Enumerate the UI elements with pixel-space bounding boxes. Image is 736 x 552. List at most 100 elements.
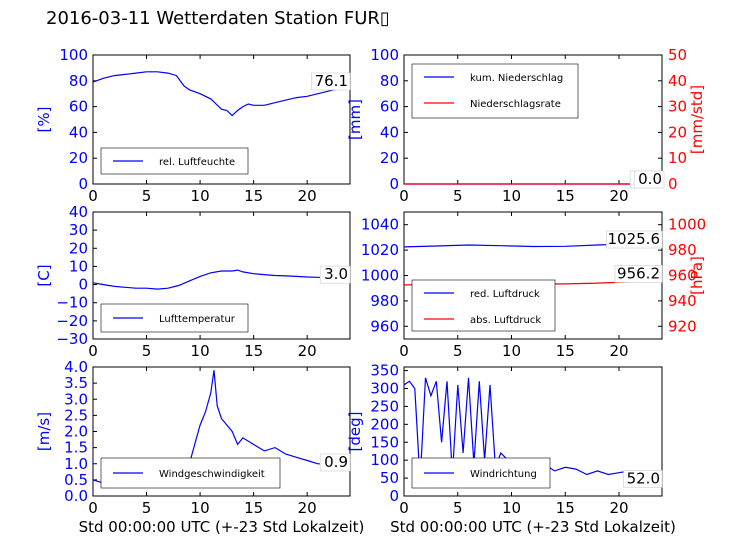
windspeed-ytick-label: 4.0 <box>64 358 88 376</box>
windspeed-xtick-label: 15 <box>244 499 263 517</box>
temperature-ylabel: [C] <box>35 264 53 286</box>
humidity-ytick-label: 100 <box>59 46 88 64</box>
temperature-xtick-label: 20 <box>298 342 317 360</box>
windspeed-xtick-label: 0 <box>88 499 98 517</box>
pressure-ytick-label: 980 <box>370 292 399 310</box>
winddir-ytick-label: 100 <box>370 451 399 469</box>
precip-ytick-label: 60 <box>380 98 399 116</box>
pressure-y2tick-label: 1000 <box>668 216 706 234</box>
windspeed-value-box-0 <box>319 453 351 472</box>
humidity-xtick-label: 5 <box>142 187 152 205</box>
pressure-xtick-label: 20 <box>609 342 628 360</box>
windspeed-xtick-label: 5 <box>142 499 152 517</box>
humidity-xtick-label: 0 <box>88 187 98 205</box>
pressure-value-box-1 <box>614 265 663 283</box>
temperature-legend-label: Lufttemperatur <box>159 314 236 325</box>
winddir-ytick-label: 250 <box>370 397 399 415</box>
windspeed-xtick-label: 20 <box>298 499 317 517</box>
pressure-y2tick-label: 960 <box>668 267 697 285</box>
precip-legend-label: kum. Niederschlag <box>470 73 563 84</box>
windspeed-ytick-label: 0.5 <box>64 471 88 489</box>
precip-legend-box <box>411 63 579 119</box>
pressure-xtick-label: 10 <box>502 342 521 360</box>
precip-xtick-label: 10 <box>502 187 521 205</box>
humidity-series-line-0 <box>92 71 351 117</box>
humidity-ylabel: [%] <box>35 107 53 133</box>
windspeed-ytick-label: 3.0 <box>64 390 88 408</box>
winddir-series-line-0 <box>403 377 663 482</box>
windspeed-xtick-label: 10 <box>191 499 210 517</box>
humidity-value-box-0 <box>311 72 351 91</box>
winddir-legend-label: Windrichtung <box>470 469 537 480</box>
precip-ytick-label: 0 <box>389 175 399 193</box>
humidity-ytick-label: 0 <box>78 175 88 193</box>
temperature-value-label-0: 3.0 <box>324 265 348 283</box>
pressure-xtick-label: 0 <box>399 342 409 360</box>
pressure-xtick-label: 15 <box>556 342 575 360</box>
temperature-ytick-label: 0 <box>78 276 88 294</box>
pressure-ytick-label: 1040 <box>361 216 399 234</box>
humidity-ytick-label: 80 <box>69 72 88 90</box>
temperature-ytick-label: 20 <box>69 239 88 257</box>
precip-xtick-label: 5 <box>453 187 463 205</box>
temperature-xtick-label: 10 <box>191 342 210 360</box>
temperature-ytick-label: 40 <box>69 203 88 221</box>
pressure-y2tick-label: 940 <box>668 292 697 310</box>
winddir-ylabel: [deg] <box>346 412 364 452</box>
humidity-legend-label: rel. Luftfeuchte <box>159 157 235 168</box>
temperature-ytick-label: 30 <box>69 221 88 239</box>
precip-y2tick-label: 40 <box>668 72 687 90</box>
pressure-legend-label: red. Luftdruck <box>470 289 540 300</box>
precip-xtick-label: 15 <box>556 187 575 205</box>
humidity-xtick-label: 15 <box>244 187 263 205</box>
windspeed-ytick-label: 2.0 <box>64 423 88 441</box>
pressure-y2tick-label: 920 <box>668 317 697 335</box>
winddir-ytick-label: 200 <box>370 415 399 433</box>
windspeed-xlabel: Std 00:00:00 UTC (+-23 Std Lokalzeit) <box>79 518 365 536</box>
temperature-value-box-0 <box>319 265 351 284</box>
pressure-ytick-label: 1020 <box>361 241 399 259</box>
winddir-xtick-label: 0 <box>399 499 409 517</box>
precip-xtick-label: 0 <box>399 187 409 205</box>
winddir-ytick-label: 350 <box>370 362 399 380</box>
temperature-xtick-label: 5 <box>142 342 152 360</box>
temperature-ytick-label: −10 <box>56 294 88 312</box>
precip-ytick-label: 20 <box>380 149 399 167</box>
windspeed-ytick-label: 0.0 <box>64 487 88 505</box>
figure-title: 2016-03-11 Wetterdaten Station FUR▯ <box>46 8 390 29</box>
winddir-value-label-0: 52.0 <box>627 469 660 487</box>
temperature-ytick-label: −30 <box>56 330 88 348</box>
pressure-ytick-label: 960 <box>370 317 399 335</box>
winddir-ytick-label: 50 <box>380 469 399 487</box>
windspeed-value-label-0: 0.9 <box>324 453 348 471</box>
temperature-series-line-0 <box>92 269 351 290</box>
precip-y2tick-label: 50 <box>668 46 687 64</box>
temperature-xtick-label: 15 <box>244 342 263 360</box>
temperature-xtick-label: 0 <box>88 342 98 360</box>
precip-ytick-label: 40 <box>380 123 399 141</box>
winddir-value-box-0 <box>623 470 663 488</box>
windspeed-ylabel: [m/s] <box>35 412 53 451</box>
pressure-value-label-1: 956.2 <box>617 264 660 282</box>
humidity-ytick-label: 40 <box>69 123 88 141</box>
winddir-xtick-label: 20 <box>609 499 628 517</box>
precip-value-box-1 <box>633 170 665 189</box>
pressure-ytick-label: 1000 <box>361 267 399 285</box>
humidity-xtick-label: 10 <box>191 187 210 205</box>
precip-y2tick-label: 10 <box>668 149 687 167</box>
precip-value-label-1: 0.0 <box>638 170 662 188</box>
windspeed-legend-label: Windgeschwindigkeit <box>159 469 265 480</box>
pressure-y2tick-label: 980 <box>668 241 697 259</box>
pressure-y2label: [hPa] <box>688 256 706 295</box>
winddir-xtick-label: 15 <box>556 499 575 517</box>
precip-ytick-label: 100 <box>370 46 399 64</box>
windspeed-ytick-label: 2.5 <box>64 406 88 424</box>
winddir-ytick-label: 150 <box>370 433 399 451</box>
windspeed-ytick-label: 3.5 <box>64 374 88 392</box>
precip-xtick-label: 20 <box>609 187 628 205</box>
windspeed-ytick-label: 1.0 <box>64 455 88 473</box>
precip-y2tick-label: 0 <box>668 175 678 193</box>
winddir-ytick-label: 0 <box>389 487 399 505</box>
precip-ytick-label: 80 <box>380 72 399 90</box>
pressure-legend-box <box>411 279 556 332</box>
